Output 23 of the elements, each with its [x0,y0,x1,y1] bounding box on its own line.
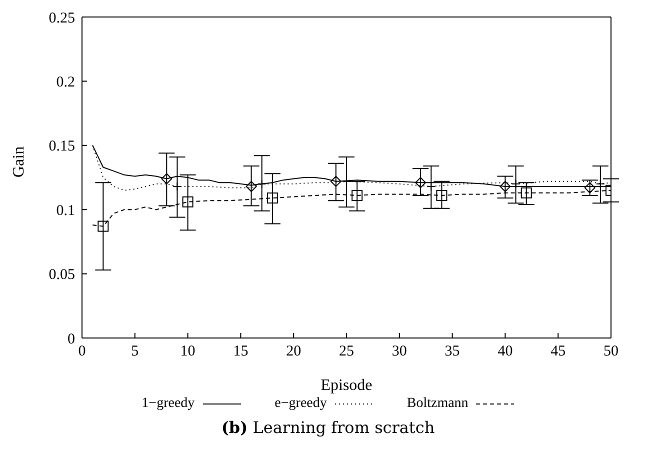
y-tick-label: 0.05 [48,267,75,284]
x-tick-label: 40 [498,344,513,360]
legend-label: e−greedy [274,396,327,412]
x-tick-label: 10 [180,344,196,360]
y-tick-label: 0.15 [48,138,75,155]
x-tick-label: 45 [550,344,566,360]
legend-label: Boltzmann [406,396,468,412]
text: (b) Learning from scratch [220,418,436,437]
y-tick-label: 0.1 [56,202,75,219]
legend-label: 1−greedy [142,396,195,412]
y-tick-label: 0.25 [48,10,75,26]
x-tick-label: 35 [444,344,460,360]
x-tick-label: 0 [78,344,86,360]
x-tick-label: 25 [339,344,354,360]
y-axis-title: Gain [10,146,28,178]
x-axis-title: Episode [320,377,372,394]
x-tick-label: 30 [392,344,407,360]
x-tick-label: 20 [286,344,302,360]
x-tick-label: 50 [604,344,618,360]
y-tick-label: 0 [68,331,75,348]
x-tick-label: 15 [233,344,248,360]
x-tick-label: 5 [131,344,139,360]
y-tick-label: 0.2 [56,74,75,91]
